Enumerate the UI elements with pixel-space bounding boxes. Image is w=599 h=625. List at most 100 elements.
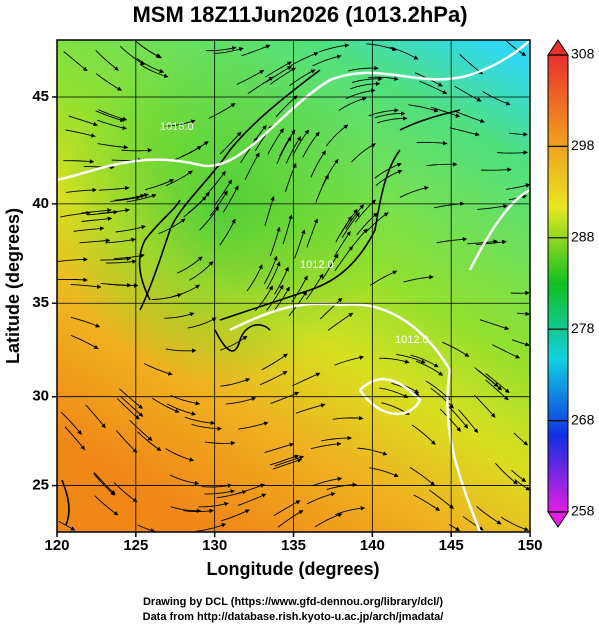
streamline bbox=[312, 54, 342, 67]
colorbar-bottom-arrow bbox=[547, 511, 569, 528]
x-tick-label: 150 bbox=[517, 537, 542, 554]
streamline bbox=[295, 403, 326, 414]
streamline bbox=[171, 284, 201, 298]
streamline bbox=[213, 47, 244, 54]
streamline bbox=[165, 448, 195, 462]
streamline bbox=[277, 510, 304, 528]
streamline bbox=[326, 482, 358, 490]
streamline bbox=[58, 520, 76, 531]
streamline bbox=[345, 204, 364, 230]
streamline bbox=[374, 111, 406, 119]
streamline bbox=[292, 372, 321, 387]
streamline bbox=[474, 394, 496, 418]
streamline bbox=[264, 196, 275, 226]
streamline bbox=[379, 357, 410, 364]
streamline bbox=[220, 335, 248, 351]
chart-title: MSM 18Z11Jun2026 (1013.2hPa) bbox=[132, 2, 467, 27]
streamline bbox=[118, 193, 149, 201]
streamline bbox=[166, 403, 197, 416]
streamline bbox=[439, 408, 461, 432]
streamline bbox=[208, 103, 236, 119]
streamline bbox=[64, 426, 86, 451]
streamline bbox=[85, 404, 106, 429]
streamline bbox=[184, 416, 216, 426]
streamline bbox=[105, 259, 137, 264]
footer-line: Drawing by DCL (https://www.gfd-dennou.o… bbox=[143, 596, 443, 608]
streamline bbox=[100, 282, 132, 288]
streamline bbox=[495, 463, 518, 485]
streamline bbox=[152, 397, 180, 413]
streamline bbox=[285, 136, 302, 164]
streamline bbox=[214, 179, 232, 206]
streamline bbox=[338, 97, 367, 111]
isobar-label: 1012.0 bbox=[395, 334, 429, 346]
streamline bbox=[319, 297, 343, 320]
x-tick-label: 125 bbox=[123, 537, 148, 554]
streamline bbox=[505, 183, 531, 190]
streamline bbox=[66, 187, 97, 193]
streamline bbox=[115, 429, 138, 453]
streamline bbox=[449, 127, 480, 137]
streamline bbox=[351, 143, 376, 163]
streamline bbox=[110, 195, 141, 202]
streamline bbox=[70, 334, 99, 350]
streamline bbox=[121, 148, 153, 153]
streamline bbox=[477, 204, 508, 210]
streamline bbox=[375, 169, 403, 186]
streamline bbox=[269, 226, 281, 257]
streamline bbox=[81, 216, 113, 223]
streamline bbox=[145, 179, 175, 191]
streamline bbox=[115, 225, 146, 233]
streamline bbox=[247, 76, 274, 95]
streamline bbox=[273, 500, 301, 517]
streamline bbox=[219, 131, 242, 155]
streamline bbox=[265, 61, 292, 78]
streamline bbox=[263, 255, 278, 285]
streamline bbox=[310, 441, 342, 450]
colorbar-body bbox=[547, 54, 569, 513]
colorbar-tick-label: 308 bbox=[571, 46, 595, 62]
streamline bbox=[97, 143, 129, 150]
streamline bbox=[170, 395, 201, 406]
x-tick-label: 135 bbox=[281, 537, 306, 554]
streamline bbox=[348, 65, 379, 72]
colorbar-tick-label: 298 bbox=[571, 137, 595, 153]
streamline bbox=[70, 284, 102, 289]
streamline bbox=[306, 273, 324, 300]
streamline bbox=[374, 162, 402, 179]
y-tick-label: 45 bbox=[32, 88, 49, 105]
streamline bbox=[246, 264, 263, 292]
colorbar-top-arrow bbox=[547, 39, 569, 56]
x-tick-label: 145 bbox=[439, 537, 464, 554]
streamline bbox=[312, 476, 343, 487]
streamline bbox=[65, 129, 96, 138]
streamline bbox=[140, 64, 169, 78]
streamline bbox=[264, 442, 295, 453]
streamline bbox=[341, 212, 360, 238]
streamline bbox=[511, 469, 527, 483]
streamline bbox=[225, 396, 257, 405]
streamline bbox=[419, 80, 448, 95]
streamline bbox=[204, 440, 236, 446]
y-tick-label: 30 bbox=[32, 388, 49, 405]
streamline bbox=[517, 311, 530, 317]
x-tick-label: 130 bbox=[202, 537, 227, 554]
streamline bbox=[334, 355, 365, 366]
streamline bbox=[60, 411, 82, 435]
streamline bbox=[403, 274, 434, 283]
streamline bbox=[474, 367, 499, 388]
streamline bbox=[442, 341, 470, 357]
streamline bbox=[366, 43, 397, 52]
streamline bbox=[204, 489, 236, 495]
colorbar-tick-label: 288 bbox=[571, 229, 595, 245]
streamline bbox=[220, 509, 250, 522]
streamline bbox=[63, 159, 95, 164]
streamline bbox=[119, 45, 145, 65]
streamline bbox=[174, 145, 202, 161]
streamline bbox=[241, 44, 271, 57]
streamline bbox=[94, 495, 119, 516]
streamline bbox=[333, 230, 351, 258]
streamline bbox=[429, 489, 454, 509]
streamline bbox=[63, 51, 88, 72]
